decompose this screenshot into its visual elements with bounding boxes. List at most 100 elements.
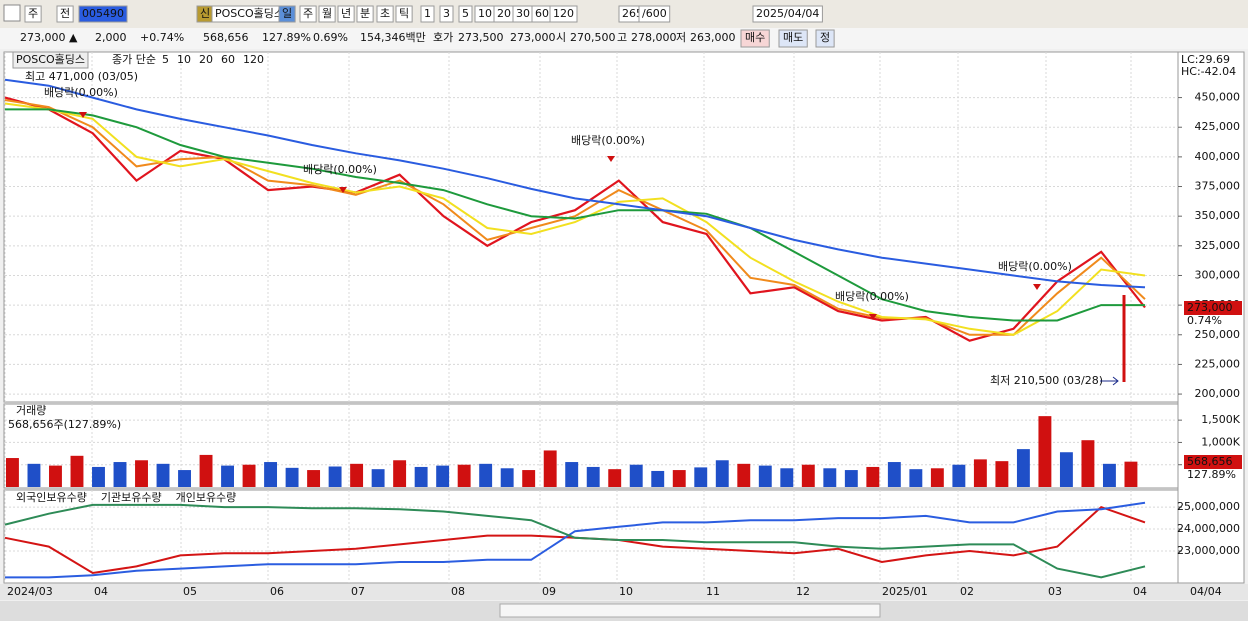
volume-bar xyxy=(500,468,514,487)
toolbar-item[interactable]: 3 xyxy=(443,7,450,20)
volume-bar xyxy=(221,465,234,487)
toolbar-item-box[interactable] xyxy=(318,5,336,23)
quote-item: 0.69% xyxy=(313,31,348,44)
toolbar-item-box[interactable] xyxy=(549,5,578,23)
quote-item: 호가 xyxy=(433,31,453,44)
volume-bar xyxy=(543,450,557,487)
quote-button[interactable] xyxy=(740,29,770,48)
menu-icon[interactable] xyxy=(3,4,21,22)
toolbar-item-box[interactable] xyxy=(439,5,454,23)
volume-bar xyxy=(70,455,84,487)
volume-bar xyxy=(1124,461,1138,487)
volume-bar xyxy=(629,464,643,487)
legend-entry: 개인보유수량 xyxy=(176,491,237,504)
volume-bar xyxy=(522,470,536,487)
volume-bar xyxy=(49,465,62,487)
toolbar-item[interactable]: 틱 xyxy=(399,7,409,20)
time-label: 08 xyxy=(451,585,465,598)
y-tick-label: 1,000K xyxy=(1201,435,1240,448)
toolbar-item-box[interactable] xyxy=(278,5,296,23)
toolbar-item[interactable]: 2025/04/04 xyxy=(756,7,819,20)
toolbar-item-box[interactable] xyxy=(24,5,42,23)
time-label: 04 xyxy=(1133,585,1147,598)
toolbar-item-box[interactable] xyxy=(56,5,74,23)
dividend-marker xyxy=(607,156,615,162)
toolbar-item-box[interactable] xyxy=(337,5,355,23)
volume-bar xyxy=(242,464,256,487)
quote-bg xyxy=(0,28,1248,49)
annotation: 최고 471,000 (03/05) xyxy=(25,70,138,83)
y-tick-label: 24,000,000 xyxy=(1177,522,1240,535)
toolbar-item-box[interactable] xyxy=(752,5,823,23)
toolbar-item[interactable]: 5 xyxy=(462,7,469,20)
quote-button[interactable] xyxy=(815,29,835,48)
toolbar-item[interactable]: 120 xyxy=(553,7,574,20)
annotation: 배당락(0.00%) xyxy=(835,290,909,303)
toolbar-item[interactable]: 신 xyxy=(200,7,210,20)
chart-subtitle: 종가 단순 xyxy=(112,53,156,66)
toolbar-item[interactable]: /600 xyxy=(642,7,667,20)
toolbar-item-box[interactable] xyxy=(299,5,317,23)
dividend-marker xyxy=(1033,284,1041,290)
annotation: 배당락(0.00%) xyxy=(998,260,1072,273)
y-tick-label: 200,000 xyxy=(1195,387,1241,400)
toolbar-item-box[interactable] xyxy=(458,5,473,23)
volume-bar xyxy=(909,469,923,487)
toolbar-item[interactable]: 주 xyxy=(303,7,313,20)
scroll-thumb[interactable] xyxy=(499,603,881,618)
quote-item: +0.74% xyxy=(140,31,184,44)
toolbar-item[interactable]: POSCO홀딩스 xyxy=(215,7,284,20)
toolbar-item[interactable]: 265 xyxy=(622,7,643,20)
volume-bar xyxy=(285,467,299,487)
toolbar-item-box[interactable] xyxy=(395,5,413,23)
quote-item: 127.89% xyxy=(262,31,311,44)
volume-bar xyxy=(199,454,213,487)
toolbar-item-box[interactable] xyxy=(638,5,671,23)
y-tick-label: 325,000 xyxy=(1195,239,1241,252)
toolbar-item[interactable]: 1 xyxy=(424,7,431,20)
chart-title-box[interactable] xyxy=(12,51,89,69)
volume-bar xyxy=(350,463,364,487)
volume-bar xyxy=(715,460,729,487)
quote-item: 270,500 xyxy=(570,31,616,44)
quote-button[interactable] xyxy=(778,29,808,48)
volume-bar xyxy=(608,469,622,487)
toolbar-item[interactable]: 60 xyxy=(535,7,549,20)
time-label: 2024/03 xyxy=(7,585,53,598)
quote-item: 278,000 xyxy=(631,31,677,44)
toolbar-item[interactable]: 20 xyxy=(497,7,511,20)
time-label: 10 xyxy=(619,585,633,598)
indicator: HC:-42.04 xyxy=(1181,65,1236,78)
toolbar-item[interactable]: 년 xyxy=(341,7,351,20)
volume-change: 127.89% xyxy=(1187,468,1236,481)
toolbar-item-box[interactable] xyxy=(376,5,394,23)
toolbar-item[interactable]: 30 xyxy=(516,7,530,20)
toolbar-item[interactable]: 월 xyxy=(322,7,332,20)
toolbar-item[interactable]: 전 xyxy=(60,7,70,20)
toolbar-item[interactable]: 초 xyxy=(380,7,390,20)
quote-item: 시 xyxy=(556,31,566,44)
toolbar-item-box[interactable] xyxy=(420,5,435,23)
volume-bar xyxy=(866,466,880,487)
volume-bar xyxy=(27,463,41,487)
volume-bar xyxy=(780,468,794,487)
toolbar-item[interactable]: 일 xyxy=(282,6,292,20)
volume-bar xyxy=(479,463,493,487)
quote-item: 273,500 xyxy=(458,31,504,44)
toolbar-item[interactable]: 10 xyxy=(478,7,492,20)
volume-bar xyxy=(371,469,385,487)
chart-title[interactable]: POSCO홀딩스 xyxy=(16,53,85,66)
low-arrow xyxy=(1100,376,1119,386)
series-line xyxy=(4,102,1146,336)
toolbar-item[interactable]: 주 xyxy=(28,7,38,20)
toolbar-item-box[interactable] xyxy=(78,5,128,23)
volume-bar xyxy=(973,459,987,487)
toolbar-item[interactable]: 005490 xyxy=(82,7,124,20)
volume-bar xyxy=(694,467,708,487)
y-tick-label: 1,500K xyxy=(1201,413,1240,426)
toolbar-item-box[interactable] xyxy=(356,5,374,23)
volume-bar xyxy=(436,465,450,487)
toolbar-item[interactable]: 분 xyxy=(360,7,370,20)
volume-bar xyxy=(307,470,321,487)
